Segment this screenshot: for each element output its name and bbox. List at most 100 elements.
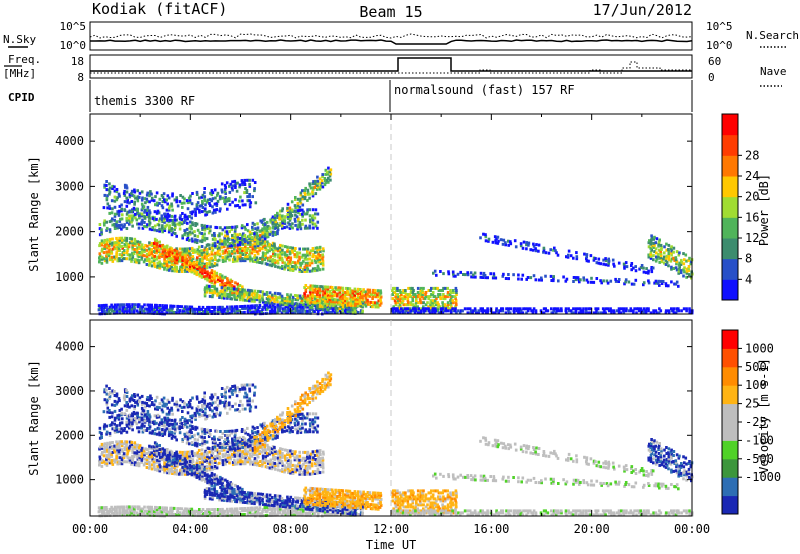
power-cell bbox=[303, 253, 307, 257]
power-cell bbox=[183, 311, 187, 315]
power-cell bbox=[335, 311, 339, 315]
power-cell bbox=[196, 238, 199, 242]
power-cell bbox=[323, 177, 327, 180]
velocity-cell bbox=[201, 468, 205, 472]
colorbar-tick-label: 8 bbox=[745, 252, 752, 266]
power-cell bbox=[218, 209, 222, 213]
power-cell bbox=[106, 309, 109, 313]
power-cell bbox=[482, 271, 486, 275]
power-cell bbox=[120, 227, 123, 231]
power-cell bbox=[315, 187, 319, 191]
velocity-cell bbox=[223, 448, 226, 452]
power-cell bbox=[296, 298, 299, 302]
power-cell bbox=[439, 295, 442, 299]
power-cell bbox=[200, 223, 204, 227]
power-cell bbox=[396, 307, 399, 311]
power-cell bbox=[221, 290, 224, 294]
velocity-cell bbox=[245, 452, 249, 456]
power-cell bbox=[339, 286, 343, 290]
velocity-cell bbox=[110, 452, 113, 456]
power-cell bbox=[274, 233, 277, 236]
power-cell bbox=[582, 278, 586, 282]
power-cell bbox=[250, 306, 254, 310]
power-cell bbox=[246, 294, 250, 298]
power-cell bbox=[333, 300, 337, 304]
power-cell bbox=[203, 209, 207, 213]
velocity-cell bbox=[278, 509, 282, 513]
power-cell bbox=[216, 253, 219, 257]
power-cell bbox=[193, 269, 197, 273]
power-cell bbox=[219, 307, 222, 311]
power-cell bbox=[424, 291, 428, 294]
power-cell bbox=[145, 248, 149, 252]
power-cell bbox=[154, 195, 157, 199]
power-cell bbox=[433, 269, 437, 273]
power-cell bbox=[250, 251, 254, 255]
power-cell bbox=[199, 239, 202, 243]
velocity-cell bbox=[158, 467, 162, 471]
power-cell bbox=[191, 309, 195, 313]
power-cell bbox=[279, 266, 282, 270]
power-cell bbox=[473, 307, 477, 311]
power-cell bbox=[404, 303, 408, 307]
power-cell bbox=[642, 266, 645, 270]
velocity-cell bbox=[228, 455, 232, 459]
colorbar-frame bbox=[721, 113, 739, 301]
power-cell bbox=[274, 293, 277, 297]
velocity-cell bbox=[213, 467, 216, 470]
velocity-cell bbox=[240, 440, 244, 444]
power-cell bbox=[163, 249, 167, 253]
power-cell bbox=[188, 230, 192, 234]
power-cell bbox=[286, 249, 289, 253]
power-cell bbox=[664, 311, 668, 315]
power-cell bbox=[366, 302, 370, 306]
power-cell bbox=[120, 223, 123, 227]
power-cell bbox=[228, 242, 232, 246]
power-cell bbox=[278, 309, 281, 313]
power-cell bbox=[311, 292, 314, 296]
power-cell bbox=[205, 266, 209, 270]
power-cell bbox=[624, 261, 628, 265]
power-cell bbox=[113, 303, 117, 307]
power-cell bbox=[499, 309, 502, 313]
power-cell bbox=[312, 226, 315, 230]
power-cell bbox=[432, 309, 435, 313]
velocity-cell bbox=[150, 445, 154, 449]
power-cell bbox=[236, 251, 240, 255]
power-cell bbox=[554, 311, 558, 315]
power-cell bbox=[396, 297, 400, 301]
power-cell bbox=[141, 249, 144, 253]
power-cell bbox=[466, 273, 470, 277]
power-cell bbox=[228, 230, 231, 234]
power-cell bbox=[337, 298, 340, 302]
velocity-cell bbox=[283, 470, 286, 474]
power-cell bbox=[98, 244, 101, 248]
velocity-cell bbox=[115, 458, 118, 462]
power-cell bbox=[249, 257, 252, 261]
velocity-cell bbox=[169, 449, 172, 453]
power-cell bbox=[148, 309, 151, 313]
power-cell bbox=[253, 289, 257, 293]
power-cell bbox=[115, 188, 119, 191]
power-cell bbox=[131, 208, 134, 212]
power-cell bbox=[207, 231, 211, 235]
power-cell bbox=[230, 293, 234, 297]
power-cell bbox=[446, 307, 450, 311]
power-cell bbox=[650, 270, 654, 274]
velocity-cell bbox=[200, 448, 204, 452]
velocity-cell bbox=[188, 450, 192, 454]
velocity-cell bbox=[265, 451, 269, 455]
power-cell bbox=[140, 198, 144, 202]
velocity-cell bbox=[221, 453, 225, 457]
power-cell bbox=[263, 241, 267, 245]
power-cell bbox=[494, 241, 498, 245]
power-cell bbox=[328, 310, 331, 314]
velocity-cell bbox=[213, 508, 217, 511]
power-cell bbox=[229, 291, 233, 294]
power-cell bbox=[419, 311, 423, 315]
power-cell bbox=[449, 303, 453, 307]
velocity-cell bbox=[161, 458, 164, 462]
power-cell bbox=[198, 204, 202, 208]
velocity-cell bbox=[137, 448, 141, 452]
power-cell bbox=[101, 247, 104, 251]
